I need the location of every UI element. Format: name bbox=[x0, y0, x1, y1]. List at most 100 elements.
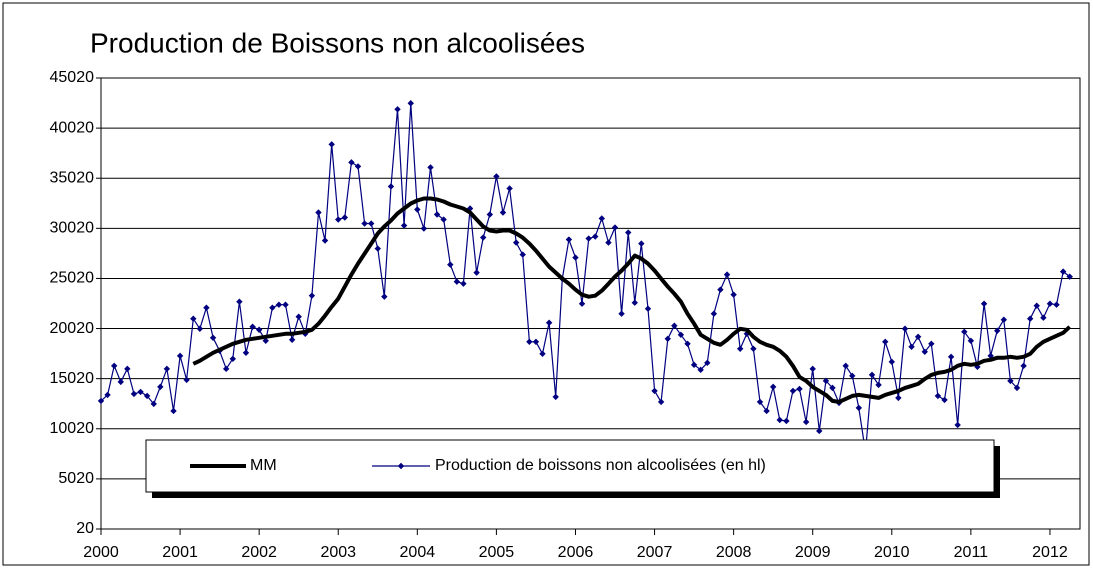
data-point bbox=[163, 365, 171, 373]
data-point bbox=[631, 299, 638, 306]
data-point bbox=[1026, 315, 1034, 322]
x-tick-label: 2002 bbox=[241, 544, 277, 561]
data-point bbox=[776, 416, 783, 424]
data-point bbox=[882, 338, 889, 345]
data-point bbox=[684, 340, 691, 347]
data-point bbox=[222, 365, 230, 373]
data-point bbox=[934, 392, 942, 400]
data-point bbox=[783, 417, 790, 425]
data-point bbox=[888, 358, 895, 366]
series-line bbox=[192, 196, 1072, 404]
data-point bbox=[796, 385, 803, 393]
data-point bbox=[598, 215, 606, 222]
data-point bbox=[552, 393, 559, 401]
data-point bbox=[1066, 273, 1073, 280]
data-point bbox=[275, 301, 283, 308]
x-tick-label: 2005 bbox=[479, 544, 515, 561]
data-point bbox=[816, 427, 823, 435]
data-point bbox=[625, 229, 632, 236]
data-point bbox=[1000, 316, 1008, 323]
data-point bbox=[486, 211, 494, 218]
y-tick-label: 20020 bbox=[50, 320, 95, 337]
data-point bbox=[137, 388, 144, 396]
data-point bbox=[196, 325, 204, 332]
data-point bbox=[1046, 300, 1054, 307]
data-point bbox=[308, 292, 316, 299]
data-point bbox=[420, 225, 428, 232]
data-point bbox=[170, 407, 177, 415]
data-point bbox=[526, 338, 533, 345]
data-point bbox=[611, 224, 619, 231]
legend-label: MM bbox=[250, 457, 277, 474]
x-tick-label: 2004 bbox=[400, 544, 436, 561]
data-point bbox=[335, 216, 342, 223]
y-tick-label: 10020 bbox=[50, 420, 95, 437]
data-point bbox=[1053, 301, 1060, 308]
data-point bbox=[130, 390, 138, 398]
data-point bbox=[97, 397, 105, 405]
data-point bbox=[315, 209, 322, 216]
data-point bbox=[914, 333, 922, 340]
data-point bbox=[381, 293, 388, 300]
legend bbox=[145, 439, 995, 493]
x-tick-label: 2000 bbox=[83, 544, 119, 561]
data-point bbox=[394, 106, 401, 113]
data-point bbox=[229, 355, 237, 363]
data-point bbox=[868, 371, 876, 379]
data-point bbox=[697, 366, 704, 374]
data-point bbox=[117, 378, 124, 386]
data-point bbox=[209, 334, 217, 341]
data-point bbox=[519, 251, 526, 258]
data-point bbox=[592, 233, 599, 240]
data-point bbox=[368, 220, 375, 227]
data-point bbox=[769, 383, 777, 391]
data-point bbox=[545, 319, 553, 326]
y-tick-label: 20 bbox=[76, 520, 94, 537]
data-point bbox=[1040, 314, 1047, 321]
data-point bbox=[328, 141, 335, 148]
data-point bbox=[980, 300, 988, 307]
x-tick-label: 2003 bbox=[320, 544, 356, 561]
data-point bbox=[236, 298, 243, 305]
data-point bbox=[901, 325, 909, 332]
data-point bbox=[532, 338, 540, 345]
data-point bbox=[961, 328, 968, 335]
data-point bbox=[644, 305, 652, 312]
data-point bbox=[651, 387, 658, 395]
data-point bbox=[967, 337, 975, 344]
data-point bbox=[921, 348, 928, 356]
data-point bbox=[605, 239, 612, 246]
data-point bbox=[262, 337, 269, 344]
data-point bbox=[717, 286, 724, 293]
data-point bbox=[947, 353, 955, 361]
data-point bbox=[618, 310, 625, 317]
data-point bbox=[479, 234, 487, 241]
data-point bbox=[183, 376, 190, 384]
data-point bbox=[506, 185, 513, 192]
data-point bbox=[671, 322, 678, 329]
data-point bbox=[855, 404, 863, 412]
data-point bbox=[354, 163, 362, 170]
data-point bbox=[143, 392, 151, 400]
data-point bbox=[440, 216, 447, 223]
data-point bbox=[427, 164, 434, 171]
data-point bbox=[664, 335, 671, 342]
y-tick-label: 5020 bbox=[58, 470, 94, 487]
y-tick-label: 40020 bbox=[50, 119, 95, 136]
data-point bbox=[407, 100, 414, 107]
data-point bbox=[249, 323, 256, 330]
data-point bbox=[987, 352, 994, 360]
data-point bbox=[789, 387, 797, 395]
data-point bbox=[736, 345, 744, 353]
legend-marker bbox=[397, 462, 405, 470]
data-point bbox=[104, 391, 111, 399]
data-point bbox=[578, 300, 586, 307]
data-point bbox=[447, 261, 454, 268]
data-point bbox=[157, 383, 164, 391]
data-point bbox=[1059, 268, 1067, 275]
data-point bbox=[539, 350, 546, 358]
data-point bbox=[150, 400, 157, 408]
data-point bbox=[499, 209, 507, 216]
data-point bbox=[242, 349, 250, 357]
